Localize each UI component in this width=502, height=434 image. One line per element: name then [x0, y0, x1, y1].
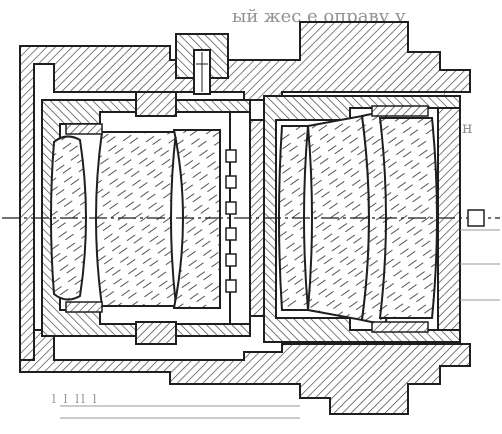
axis-end-mark	[467, 209, 485, 227]
background-text-bottom: l l ll l	[52, 392, 99, 406]
lens-front-2	[95, 131, 178, 307]
background-text-right-2: н	[462, 118, 473, 137]
mount-screw	[175, 33, 229, 95]
retaining-rings	[65, 105, 429, 333]
rear-cell-housing	[263, 95, 461, 343]
lens-front-3	[172, 129, 221, 309]
front-lens-group	[50, 129, 221, 309]
background-ruled-lines	[60, 229, 500, 419]
outer-barrel	[19, 21, 471, 415]
